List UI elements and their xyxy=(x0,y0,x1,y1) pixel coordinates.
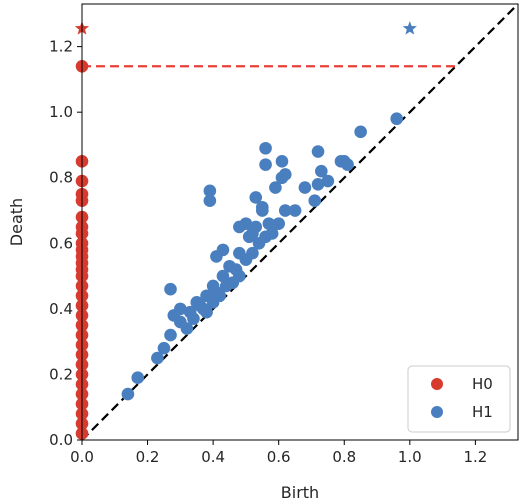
h0-points xyxy=(75,59,89,440)
diagonal-line xyxy=(81,3,519,441)
y-tick-label: 0.2 xyxy=(49,365,73,383)
legend-box xyxy=(407,365,511,433)
x-tick-label: 1.0 xyxy=(398,448,422,466)
h1-point xyxy=(239,217,253,230)
h1-point xyxy=(337,155,351,168)
h1-points xyxy=(121,112,404,401)
x-tick-label: 0.8 xyxy=(332,448,356,466)
h1-point xyxy=(210,250,223,263)
legend-h1-label: H1 xyxy=(472,403,493,421)
h1-point xyxy=(288,204,302,217)
h1-point xyxy=(200,305,213,319)
h1-point xyxy=(272,217,285,230)
x-tick-label: 0.0 xyxy=(70,448,94,466)
h1-point xyxy=(249,191,263,204)
h1-point xyxy=(311,145,325,158)
h1-point xyxy=(121,387,135,401)
h1-point xyxy=(269,181,282,194)
y-tick-label: 0.8 xyxy=(49,169,73,187)
h1-point xyxy=(187,312,200,326)
x-tick-label: 0.2 xyxy=(136,448,160,466)
h1-point xyxy=(278,168,292,181)
h1-point xyxy=(259,141,272,155)
h1-point xyxy=(203,194,217,207)
x-tick-label: 0.4 xyxy=(201,448,225,466)
legend: H0 H1 xyxy=(407,365,511,433)
h1-point xyxy=(246,227,259,240)
y-tick-label: 0.6 xyxy=(49,234,73,252)
h1-point xyxy=(275,155,289,168)
h1-point xyxy=(164,328,177,342)
h1-point xyxy=(278,204,292,217)
h1-point xyxy=(203,184,217,198)
h1-point xyxy=(164,282,177,296)
h1-point xyxy=(265,227,279,240)
h1-point xyxy=(216,269,230,283)
h1-point xyxy=(321,174,335,188)
x-tick-label: 1.2 xyxy=(463,448,487,466)
infinite-points xyxy=(74,21,417,35)
x-tick-label: 0.6 xyxy=(267,448,291,466)
y-tick-label: 0.0 xyxy=(49,431,73,449)
legend-h0-label: H0 xyxy=(472,375,493,393)
h1-point xyxy=(246,246,259,260)
y-tick-label: 0.4 xyxy=(49,300,73,318)
y-axis-ticks: 0.0 0.2 0.4 0.6 0.8 1.0 1.2 xyxy=(49,38,82,449)
h1-point xyxy=(256,200,269,214)
h1-point xyxy=(157,341,171,355)
y-axis-label: Death xyxy=(7,198,26,246)
h1-point xyxy=(298,181,312,194)
h1-point xyxy=(390,112,404,126)
h1-infinite-point xyxy=(402,21,417,35)
h1-point xyxy=(315,164,328,178)
h1-point xyxy=(311,178,325,191)
h1-point xyxy=(233,269,246,283)
legend-h0-marker xyxy=(431,378,443,390)
h1-point xyxy=(131,371,145,385)
legend-h1-marker xyxy=(431,406,443,418)
h1-point xyxy=(354,125,367,139)
h1-point xyxy=(151,351,164,365)
h1-point xyxy=(308,194,322,207)
h1-point xyxy=(262,217,276,230)
x-axis-label: Birth xyxy=(281,483,319,502)
h1-point xyxy=(180,322,194,335)
h1-point xyxy=(174,302,187,316)
y-tick-label: 1.2 xyxy=(49,38,73,56)
y-tick-label: 1.0 xyxy=(49,103,73,121)
h1-point xyxy=(259,158,272,171)
h1-point xyxy=(213,289,226,303)
x-axis-ticks: 0.0 0.2 0.4 0.6 0.8 1.0 1.2 xyxy=(70,440,487,466)
plot-frame xyxy=(81,3,519,441)
